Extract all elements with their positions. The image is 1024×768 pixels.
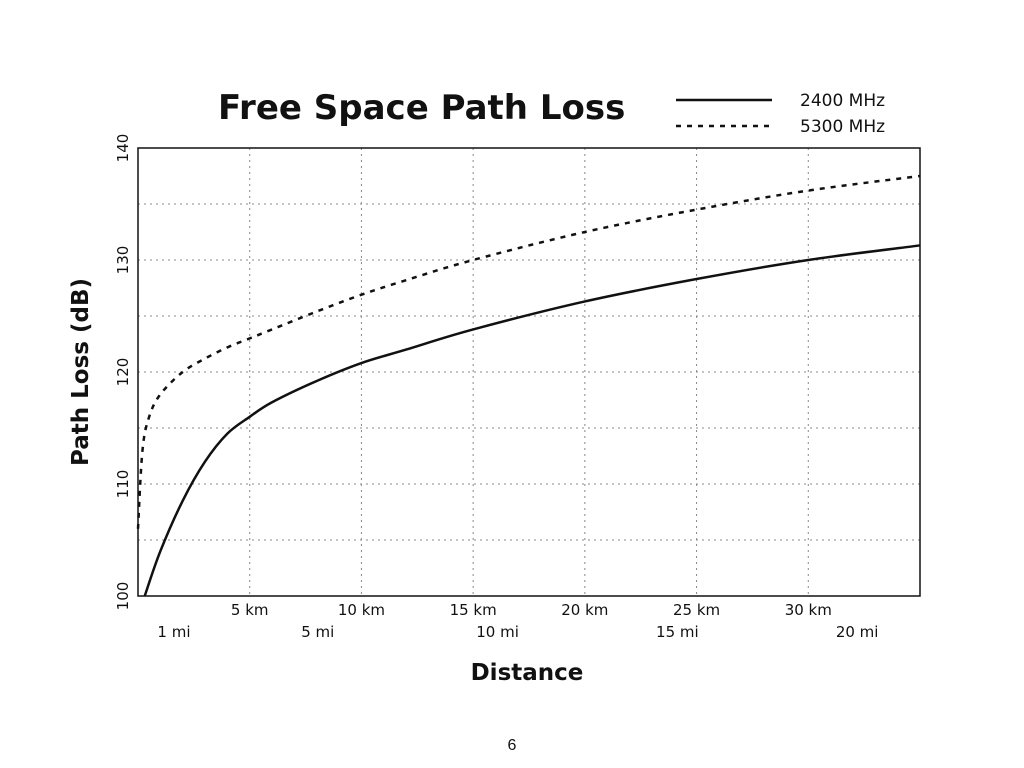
- legend: 2400 MHz 5300 MHz: [676, 91, 885, 137]
- y-tick-label: 140: [114, 134, 132, 163]
- y-tick-label: 110: [114, 470, 132, 499]
- x-tick-label-km: 30 km: [785, 601, 832, 619]
- x-tick-labels-km: 5 km 10 km 15 km 20 km 25 km 30 km: [231, 601, 832, 619]
- y-axis-label: Path Loss (dB): [68, 278, 94, 466]
- x-axis-label: Distance: [471, 660, 584, 686]
- chart-title: Free Space Path Loss: [218, 88, 625, 128]
- series-line-2400: [143, 244, 921, 597]
- y-tick-labels: 100 110 120 130 140: [114, 134, 132, 611]
- x-tick-label-km: 20 km: [561, 601, 608, 619]
- y-tick-label: 100: [114, 582, 132, 611]
- y-tick-label: 130: [114, 246, 132, 275]
- legend-label-2400: 2400 MHz: [800, 91, 885, 111]
- plot-frame: [137, 147, 921, 597]
- x-tick-label-mi: 10 mi: [476, 623, 519, 641]
- x-tick-labels-mi: 1 mi 5 mi 10 mi 15 mi 20 mi: [157, 623, 878, 641]
- x-tick-label-mi: 1 mi: [157, 623, 190, 641]
- x-tick-label-mi: 20 mi: [836, 623, 879, 641]
- page-number: 6: [508, 737, 517, 754]
- x-tick-label-mi: 5 mi: [301, 623, 334, 641]
- x-tick-label-km: 25 km: [673, 601, 720, 619]
- x-tick-label-km: 5 km: [231, 601, 269, 619]
- x-tick-label-km: 10 km: [338, 601, 385, 619]
- series-line-5300: [136, 174, 921, 529]
- legend-label-5300: 5300 MHz: [800, 117, 885, 137]
- y-tick-label: 120: [114, 358, 132, 387]
- x-tick-label-mi: 15 mi: [656, 623, 699, 641]
- x-tick-label-km: 15 km: [450, 601, 497, 619]
- series-layer: [136, 174, 921, 597]
- grid: [138, 148, 920, 596]
